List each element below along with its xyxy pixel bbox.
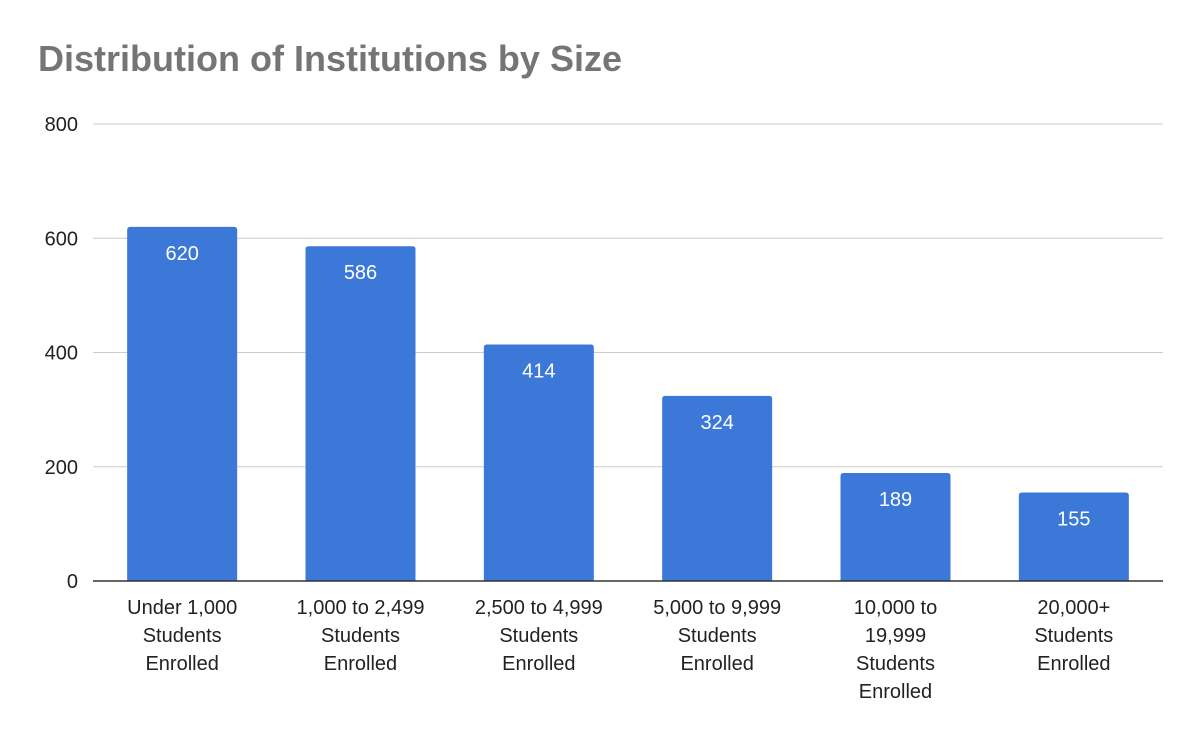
x-tick-label: Students xyxy=(856,653,935,675)
x-tick-label: Students xyxy=(143,625,222,647)
x-tick-label: 5,000 to 9,999 xyxy=(653,597,781,619)
x-tick-label: Enrolled xyxy=(1037,653,1110,675)
x-tick-label: Enrolled xyxy=(145,653,218,675)
data-label: 586 xyxy=(344,262,377,284)
x-tick-label: Students xyxy=(321,625,400,647)
data-label: 189 xyxy=(879,489,912,511)
bar xyxy=(1018,492,1129,581)
x-tick-label: 19,999 xyxy=(865,625,926,647)
x-tick-label: 1,000 to 2,499 xyxy=(297,597,425,619)
bar xyxy=(840,473,951,581)
data-label: 155 xyxy=(1057,508,1090,530)
data-label: 414 xyxy=(522,361,555,383)
x-tick-label: 10,000 to xyxy=(854,597,937,619)
x-tick-label: Students xyxy=(1034,625,1113,647)
x-tick-label: Enrolled xyxy=(324,653,397,675)
y-tick-label: 800 xyxy=(45,114,78,136)
x-tick-label: Enrolled xyxy=(680,653,753,675)
x-tick-label: Enrolled xyxy=(502,653,575,675)
data-label: 324 xyxy=(700,412,733,434)
y-tick-label: 400 xyxy=(45,343,78,365)
data-label: 620 xyxy=(165,243,198,265)
bar xyxy=(483,344,594,581)
y-tick-label: 200 xyxy=(45,457,78,479)
y-tick-label: 600 xyxy=(45,228,78,250)
x-tick-label: Under 1,000 xyxy=(127,597,237,619)
x-tick-label: Enrolled xyxy=(859,681,932,703)
y-tick-label: 0 xyxy=(67,571,78,593)
x-tick-label: Students xyxy=(678,625,757,647)
x-tick-label: 2,500 to 4,999 xyxy=(475,597,603,619)
bar xyxy=(662,395,773,581)
bar xyxy=(127,226,238,581)
bar xyxy=(305,246,416,581)
x-tick-label: Students xyxy=(499,625,578,647)
chart-title: Distribution of Institutions by Size xyxy=(38,38,622,79)
x-tick-label: 20,000+ xyxy=(1037,597,1110,619)
